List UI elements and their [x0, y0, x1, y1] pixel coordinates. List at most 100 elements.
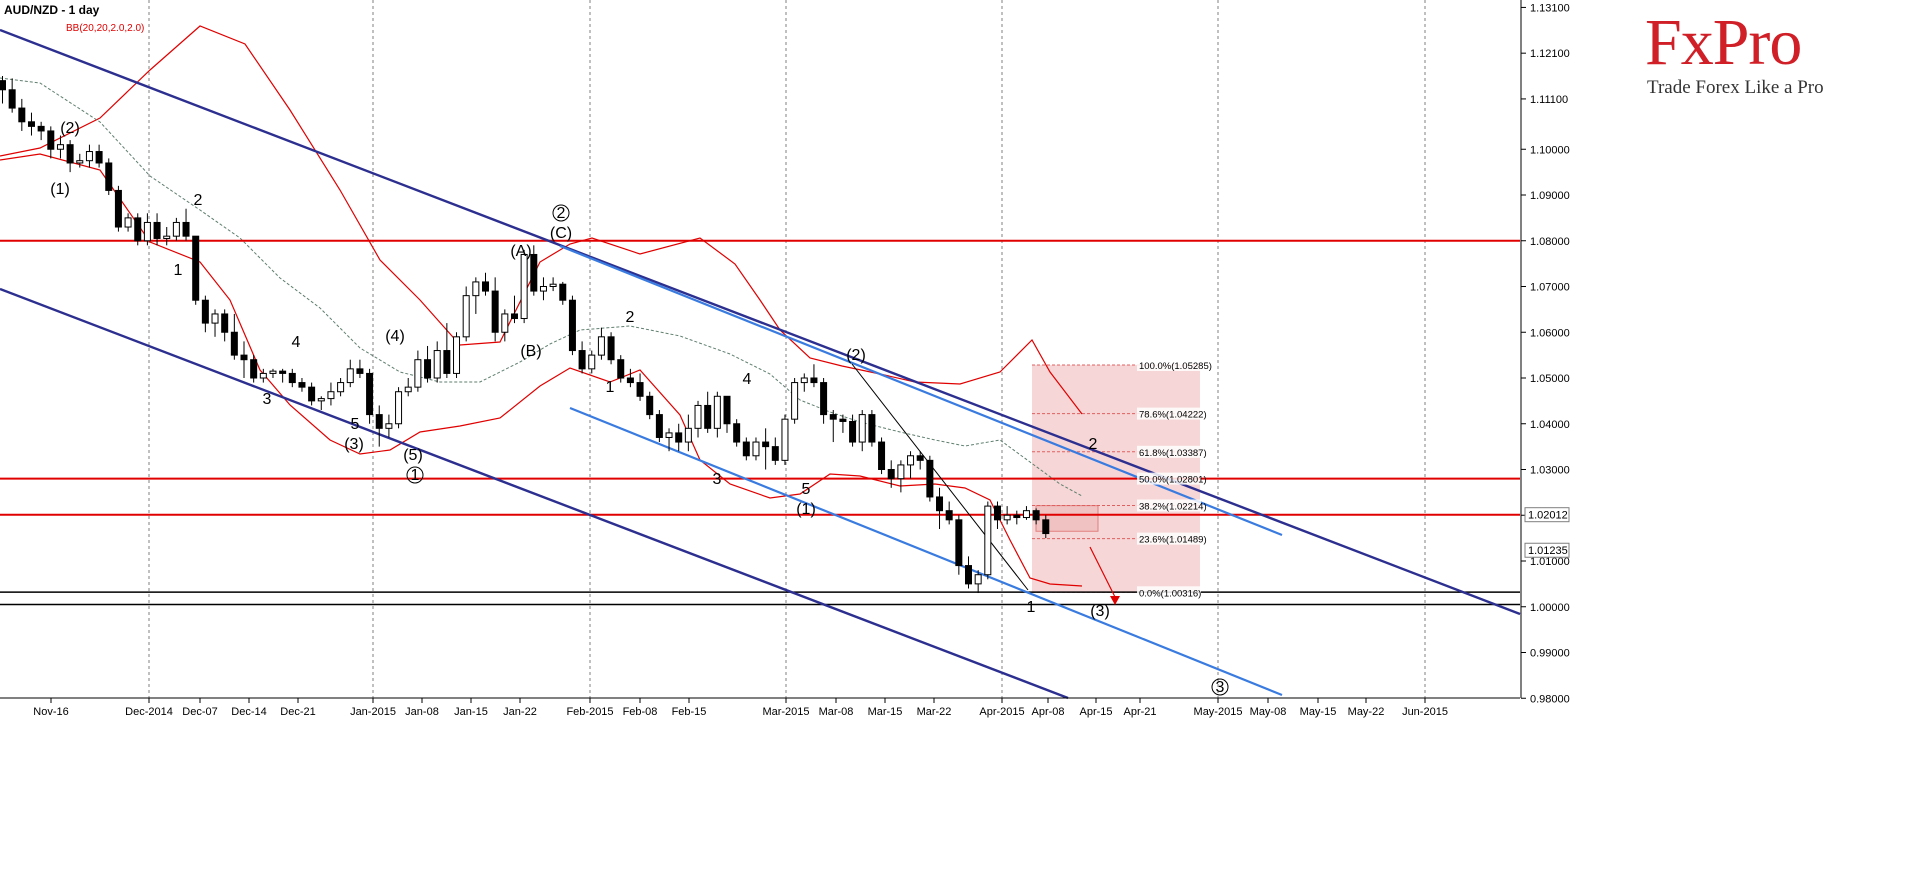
- fib-label: 100.0%(1.05285): [1139, 361, 1212, 372]
- candle-bearish: [733, 423, 741, 443]
- wave-label: 5: [351, 416, 360, 433]
- wave-circle: [552, 204, 570, 222]
- fib-label: 38.2%(1.02214): [1139, 501, 1207, 512]
- candle-bearish: [839, 418, 847, 422]
- fib-label-bg: [1137, 499, 1201, 512]
- candle-bearish: [723, 395, 731, 425]
- candle-bullish: [346, 368, 354, 384]
- candle-bearish: [936, 496, 944, 512]
- wave-label: 3: [713, 471, 722, 488]
- candle-bearish: [240, 354, 248, 361]
- y-tick-label: 1.01000: [1530, 556, 1570, 568]
- candle-bearish: [607, 336, 615, 361]
- wave-label: 3: [263, 391, 272, 408]
- candle-bullish: [259, 372, 267, 379]
- candle-bearish: [134, 217, 142, 242]
- candle-bearish: [153, 221, 161, 239]
- candle-bullish: [317, 398, 325, 402]
- candle-bullish: [907, 455, 915, 466]
- y-tick-label: 0.98000: [1530, 693, 1570, 705]
- candle-bearish: [849, 420, 857, 443]
- candle-bullish: [124, 217, 132, 228]
- candle-bearish: [675, 432, 683, 443]
- wave-label: (A): [510, 243, 531, 260]
- candle-bullish: [211, 313, 219, 324]
- y-tick-label: 1.11100: [1530, 94, 1568, 106]
- candle-bullish: [163, 235, 171, 239]
- wave-label: (1): [796, 501, 816, 518]
- candle-bullish: [1003, 514, 1011, 521]
- x-tick-label: Feb-15: [672, 706, 707, 718]
- x-tick-label: Jan-2015: [350, 706, 396, 718]
- indicator-label: BB(20,20,2.0,2.0): [66, 23, 145, 34]
- candle-bearish: [288, 372, 296, 384]
- projection-arrow-line: [1089, 546, 1116, 598]
- candle-bullish: [539, 286, 547, 292]
- channel-upper-line: [0, 28, 1521, 616]
- candle-bullish: [172, 221, 180, 237]
- candle-bullish: [395, 391, 403, 425]
- fib-label-bg: [1137, 358, 1201, 371]
- candle-bearish: [18, 107, 26, 123]
- candle-bullish: [472, 281, 480, 297]
- candle-bearish: [617, 359, 625, 379]
- candle-bearish: [1013, 514, 1021, 519]
- price-tag-box: [1524, 542, 1570, 558]
- candle-bearish: [655, 414, 663, 438]
- x-tick-label: May-2015: [1194, 706, 1243, 718]
- wave-circle: [406, 466, 424, 484]
- candle-bearish: [366, 372, 374, 416]
- wave-label: 3: [1216, 679, 1225, 696]
- x-tick-label: Apr-15: [1079, 706, 1112, 718]
- candle-bearish: [221, 313, 229, 333]
- candle-bearish: [810, 377, 818, 384]
- x-tick-label: May-08: [1250, 706, 1287, 718]
- candle-bullish: [143, 221, 151, 242]
- candle-bullish: [337, 382, 345, 393]
- candle-bearish: [742, 441, 750, 457]
- candle-bearish: [424, 359, 432, 379]
- channel-inner-upper-line: [559, 244, 1283, 537]
- candle-bearish: [201, 299, 209, 324]
- candle-bearish: [47, 130, 55, 150]
- time-axis: Nov-16 Dec-2014 Dec-07 Dec-14 Dec-21 Jan-2015…: [0, 697, 1520, 718]
- candle-bearish: [105, 162, 113, 191]
- fib-label: 23.6%(1.01489): [1139, 535, 1207, 546]
- x-tick-label: Mar-22: [917, 706, 952, 718]
- axis-bg: [1521, 0, 1918, 698]
- candle-bullish: [327, 391, 335, 400]
- candle-bearish: [578, 350, 586, 370]
- candle-bullish: [791, 382, 799, 420]
- x-tick-label: Mar-08: [819, 706, 854, 718]
- y-tick-label: 1.07000: [1530, 282, 1570, 294]
- candle-bearish: [636, 382, 644, 397]
- x-tick-label: Mar-15: [868, 706, 903, 718]
- candle-bearish: [1042, 519, 1050, 535]
- y-tick-label: 1.12100: [1530, 48, 1570, 60]
- fxpro-logo: FxPro Trade Forex Like a Pro: [1645, 10, 1845, 99]
- wave-circle: [1211, 678, 1229, 696]
- candle-bearish: [8, 89, 16, 109]
- candle-bearish: [482, 281, 489, 292]
- candle-bullish: [752, 441, 760, 457]
- candle-bullish: [549, 283, 557, 287]
- candle-bullish: [462, 295, 470, 338]
- candle-bearish: [762, 441, 770, 448]
- candle-bearish: [559, 283, 567, 301]
- x-tick-label: May-15: [1300, 706, 1337, 718]
- candle-bullish: [56, 144, 64, 150]
- candle-bearish: [916, 455, 924, 461]
- channel-inner-lower-line: [569, 406, 1283, 697]
- candle-bearish: [965, 565, 972, 585]
- candle-bullish: [414, 359, 422, 388]
- price-tag-box: [1524, 507, 1570, 523]
- wave-trend-line: [851, 363, 1029, 591]
- candle-bearish: [1032, 510, 1040, 521]
- candle-bearish: [95, 151, 103, 164]
- y-tick-label: 1.03000: [1530, 465, 1570, 477]
- channel-lower-line: [0, 287, 1069, 700]
- candle-bearish: [568, 299, 576, 352]
- wave-label: 2: [1089, 436, 1098, 453]
- y-tick-label: 1.04000: [1530, 419, 1570, 431]
- wave-label: (1): [50, 181, 70, 198]
